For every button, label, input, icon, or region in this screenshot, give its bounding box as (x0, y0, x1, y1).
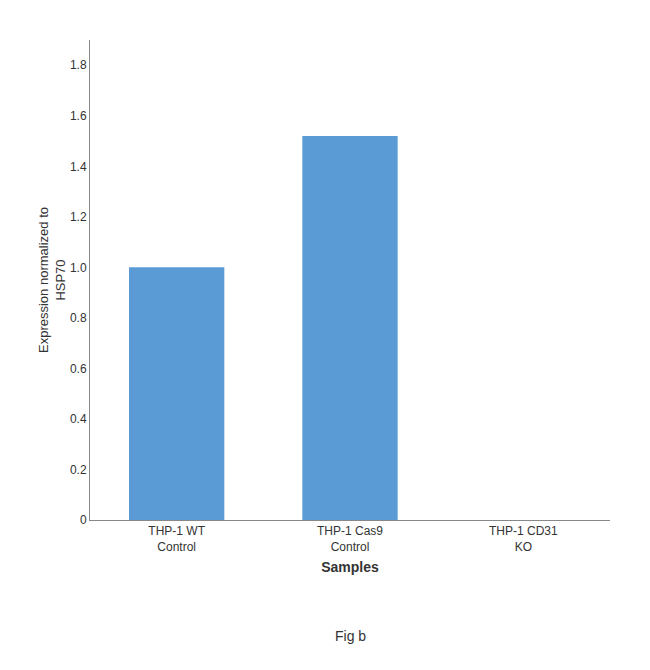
svg-text:1.0: 1.0 (70, 261, 87, 275)
svg-text:0.8: 0.8 (70, 311, 87, 325)
svg-text:1.4: 1.4 (70, 160, 87, 174)
svg-text:0.4: 0.4 (70, 412, 87, 426)
svg-text:0: 0 (80, 513, 87, 527)
svg-text:1.8: 1.8 (70, 58, 87, 72)
svg-text:0.2: 0.2 (70, 463, 87, 477)
svg-text:Expression normalized toHSP70: Expression normalized toHSP70 (36, 207, 68, 353)
svg-text:THP-1 Cas9Control: THP-1 Cas9Control (317, 524, 383, 554)
svg-text:1.6: 1.6 (70, 109, 87, 123)
svg-text:1.2: 1.2 (70, 210, 87, 224)
svg-text:THP-1 WTControl: THP-1 WTControl (148, 524, 205, 554)
svg-text:THP-1 CD31KO: THP-1 CD31KO (489, 524, 558, 554)
svg-text:Samples: Samples (321, 559, 379, 575)
svg-text:0.6: 0.6 (70, 362, 87, 376)
svg-text:Fig b: Fig b (335, 628, 366, 644)
